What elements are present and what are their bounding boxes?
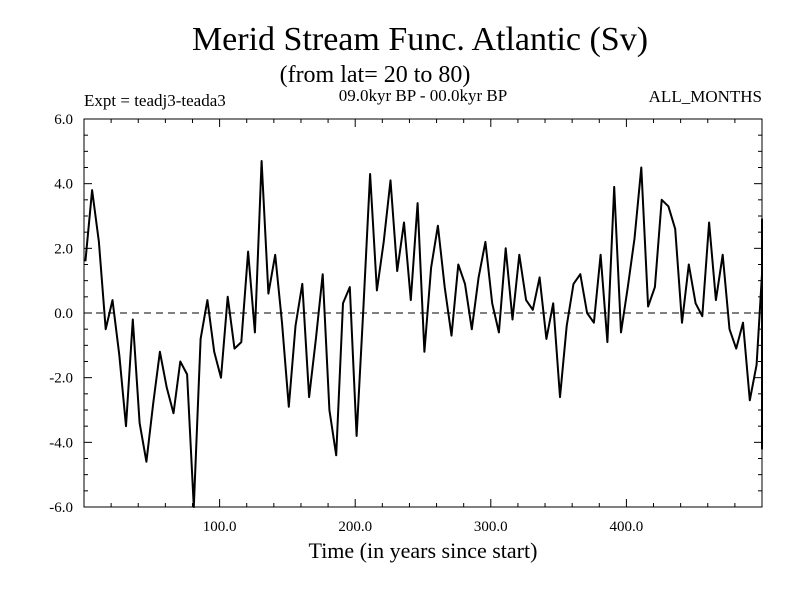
chart-subtitle: (from lat= 20 to 80) [280, 62, 471, 88]
series-line [84, 160, 763, 508]
chart-title: Merid Stream Func. Atlantic (Sv) [192, 21, 648, 58]
period-label: 09.0kyr BP - 00.0kyr BP [339, 86, 507, 105]
x-tick-label: 400.0 [610, 519, 644, 535]
expt-label: Expt = teadj3-teada3 [84, 91, 226, 110]
x-axis-label: Time (in years since start) [309, 538, 538, 563]
x-tick-label: 300.0 [474, 519, 508, 535]
x-tick-labels: 100.0 200.0 300.0 400.0 [203, 519, 644, 535]
y-tick-label: 2.0 [54, 241, 73, 257]
y-tick-label: 6.0 [54, 112, 73, 128]
x-tick-label: 100.0 [203, 519, 237, 535]
season-label: ALL_MONTHS [649, 87, 762, 106]
y-tick-label: -4.0 [49, 435, 73, 451]
y-tick-label: -2.0 [49, 371, 73, 387]
y-tick-label: 4.0 [54, 177, 73, 193]
x-tick-label: 200.0 [338, 519, 372, 535]
y-tick-label: 0.0 [54, 306, 73, 322]
y-tick-label: -6.0 [49, 500, 73, 516]
y-tick-labels: -6.0 -4.0 -2.0 0.0 2.0 4.0 6.0 [49, 112, 73, 516]
